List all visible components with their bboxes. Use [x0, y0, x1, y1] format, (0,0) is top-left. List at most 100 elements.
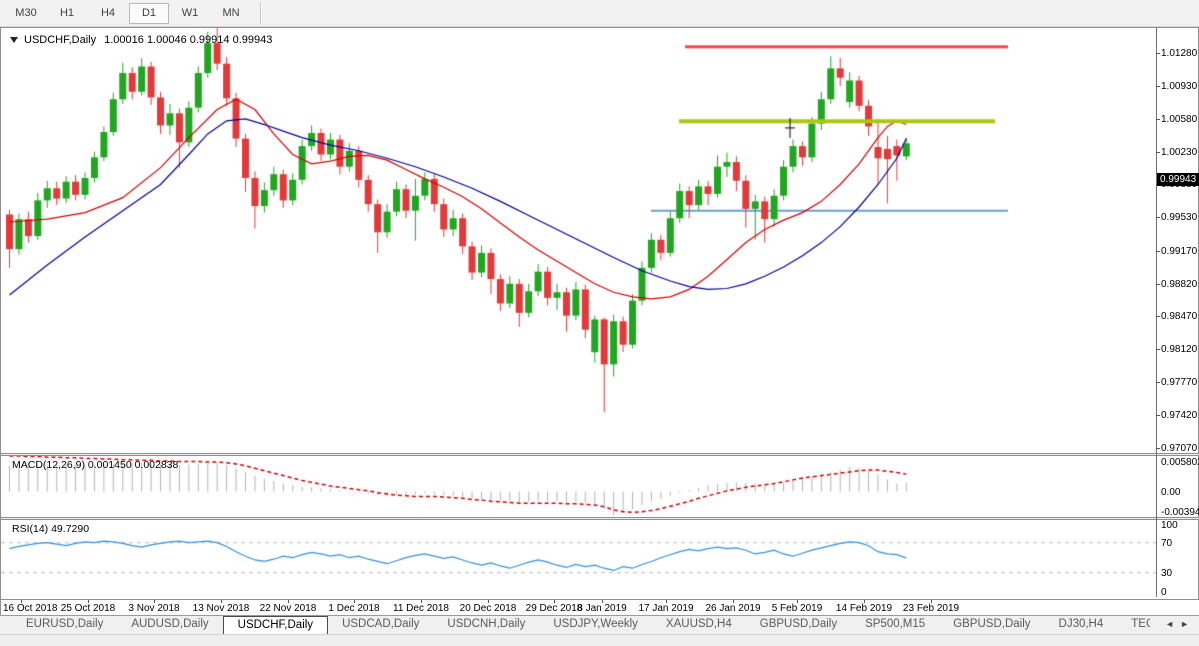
chart-tab-gbpusd-daily[interactable]: GBPUSD,Daily — [953, 618, 1031, 630]
time-tick-mark — [733, 600, 734, 603]
price-tick-mark — [1156, 118, 1160, 120]
tab-bar-strip — [0, 634, 1199, 646]
tab-scroll-left-icon[interactable]: ◄ — [1165, 619, 1181, 629]
price-tick-mark — [1156, 217, 1160, 219]
chevron-down-icon[interactable] — [10, 37, 18, 44]
price-tick-mark — [1156, 316, 1160, 318]
time-axis[interactable]: 16 Oct 2018 25 Oct 2018 3 Nov 2018 13 Nov 2… — [1, 599, 1199, 616]
pane-splitter-rsi[interactable] — [1, 517, 1199, 520]
price-tick-mark — [1156, 414, 1160, 416]
time-tick-label: 20 Dec 2018 — [459, 603, 517, 614]
time-tick-mark — [602, 600, 603, 603]
price-pane: USDCHF,Daily 1.00016 1.00046 0.99914 0.99… — [1, 28, 1156, 453]
chart-tab-sp500-m15[interactable]: SP500,M15 — [865, 618, 926, 630]
time-tick-mark — [488, 600, 489, 603]
time-tick-mark — [354, 600, 355, 603]
price-tick-label: 0.97770 — [1161, 377, 1198, 389]
time-tick-label: 14 Feb 2019 — [835, 603, 893, 614]
price-tick-mark — [1156, 151, 1160, 153]
chart-tab-eurusd-daily[interactable]: EURUSD,Daily — [26, 618, 104, 630]
timeframe-button-mn[interactable]: MN — [222, 6, 240, 19]
time-tick-mark — [88, 600, 89, 603]
time-tick-label: 16 Oct 2018 — [3, 603, 58, 614]
chart-tab-audusd-daily[interactable]: AUDUSD,Daily — [131, 618, 209, 630]
timeframe-button-d1[interactable]: D1 — [129, 2, 169, 24]
timeframe-button-m30[interactable]: M30 — [15, 6, 37, 19]
time-tick-label: 25 Oct 2018 — [60, 603, 116, 614]
price-tick-label: 0.97070 — [1161, 442, 1198, 454]
rsi-label: RSI(14) 49.7290 — [12, 523, 90, 535]
time-tick-mark — [421, 600, 422, 603]
time-tick-mark — [154, 600, 155, 603]
price-tick-mark — [1156, 382, 1160, 384]
time-tick-mark — [797, 600, 798, 603]
rsi-tick-label: 100 — [1161, 520, 1178, 531]
rsi-tick-label: 0 — [1161, 587, 1167, 598]
price-tick-label: 1.00230 — [1161, 146, 1198, 158]
tab-scroll-arrows: ◄► — [1165, 619, 1195, 629]
timeframe-button-w1[interactable]: W1 — [181, 6, 199, 19]
price-tick-label: 0.99530 — [1161, 212, 1198, 224]
price-tick-mark — [1156, 283, 1160, 285]
chart-window: USDCHF,Daily 1.00016 1.00046 0.99914 0.99… — [0, 27, 1199, 616]
macd-tick-label: 0.00 — [1161, 486, 1181, 498]
chart-title: USDCHF,Daily 1.00016 1.00046 0.99914 0.99… — [10, 34, 272, 46]
price-tick-label: 1.00580 — [1161, 113, 1198, 125]
time-tick-label: 26 Jan 2019 — [705, 603, 761, 614]
chart-tab-xauusd-h4[interactable]: XAUUSD,H4 — [665, 618, 732, 630]
tab-scroll-right-icon[interactable]: ► — [1180, 619, 1195, 629]
macd-tick-label: 0.005802 — [1161, 457, 1199, 468]
time-tick-mark — [288, 600, 289, 603]
time-tick-label: 22 Nov 2018 — [259, 603, 317, 614]
time-tick-mark — [221, 600, 222, 603]
time-tick-mark — [931, 600, 932, 603]
time-tick-label: 29 Dec 2018 — [525, 603, 583, 614]
current-price-badge: 0.99943 — [1157, 172, 1199, 186]
price-chart-canvas[interactable] — [1, 28, 1156, 453]
time-tick-mark — [554, 600, 555, 603]
chart-tab-usdcad-daily[interactable]: USDCAD,Daily — [342, 618, 420, 630]
chart-symbol-label: USDCHF,Daily — [24, 34, 97, 46]
price-tick-label: 0.98470 — [1161, 311, 1198, 323]
price-tick-label: 1.00930 — [1161, 81, 1198, 93]
chart-tab-usdjpy-weekly[interactable]: USDJPY,Weekly — [553, 618, 638, 630]
price-axis-border — [1156, 28, 1157, 597]
pane-splitter-macd[interactable] — [1, 453, 1199, 456]
chart-tab-usdcnh-daily[interactable]: USDCNH,Daily — [447, 618, 526, 630]
macd-canvas[interactable] — [1, 456, 1156, 517]
macd-pane: MACD(12,26,9) 0.001450 0.002838 — [1, 456, 1156, 517]
time-tick-label: 8 Jan 2019 — [577, 603, 627, 614]
macd-label: MACD(12,26,9) 0.001450 0.002838 — [12, 459, 179, 471]
time-tick-mark — [666, 600, 667, 603]
time-tick-label: 23 Feb 2019 — [902, 603, 960, 614]
timeframe-button-h1[interactable]: H1 — [59, 6, 75, 19]
rsi-canvas[interactable] — [1, 520, 1156, 599]
price-tick-mark — [1156, 86, 1160, 88]
chart-tab-gbpusd-daily[interactable]: GBPUSD,Daily — [759, 618, 838, 630]
time-tick-label: 11 Dec 2018 — [393, 603, 449, 614]
time-tick-label: 17 Jan 2019 — [638, 603, 694, 614]
price-tick-label: 0.97420 — [1161, 409, 1198, 421]
timeframe-button-h4[interactable]: H4 — [100, 6, 116, 19]
macd-tick-label: -0.003945 — [1161, 507, 1199, 518]
price-tick-label: 0.99170 — [1161, 245, 1198, 257]
price-tick-label: 0.98820 — [1161, 278, 1198, 290]
price-tick-mark — [1156, 349, 1160, 351]
chart-ohlc-values: 1.00016 1.00046 0.99914 0.99943 — [104, 34, 273, 46]
chart-tab-usdchf-daily[interactable]: USDCHF,Daily — [222, 616, 329, 634]
rsi-pane: RSI(14) 49.7290 — [1, 520, 1156, 599]
time-tick-label: 13 Nov 2018 — [192, 603, 250, 614]
rsi-tick-label: 30 — [1161, 567, 1173, 579]
timeframe-toolbar: M30 H1 H4 D1 W1 MN — [0, 0, 1199, 27]
time-tick-label: 1 Dec 2018 — [328, 603, 380, 614]
toolbar-separator — [260, 2, 262, 24]
price-tick-label: 0.98120 — [1161, 344, 1198, 356]
price-tick-mark — [1156, 250, 1160, 252]
price-tick-label: 1.01280 — [1161, 48, 1198, 60]
time-tick-label: 5 Feb 2019 — [771, 603, 823, 614]
price-tick-mark — [1156, 53, 1160, 55]
chart-tab-tech100-h[interactable]: TECH100,H — [1131, 618, 1150, 630]
time-tick-label: 3 Nov 2018 — [128, 603, 180, 614]
price-tick-mark — [1156, 447, 1160, 449]
chart-tab-dj30-h4[interactable]: DJ30,H4 — [1058, 618, 1104, 630]
